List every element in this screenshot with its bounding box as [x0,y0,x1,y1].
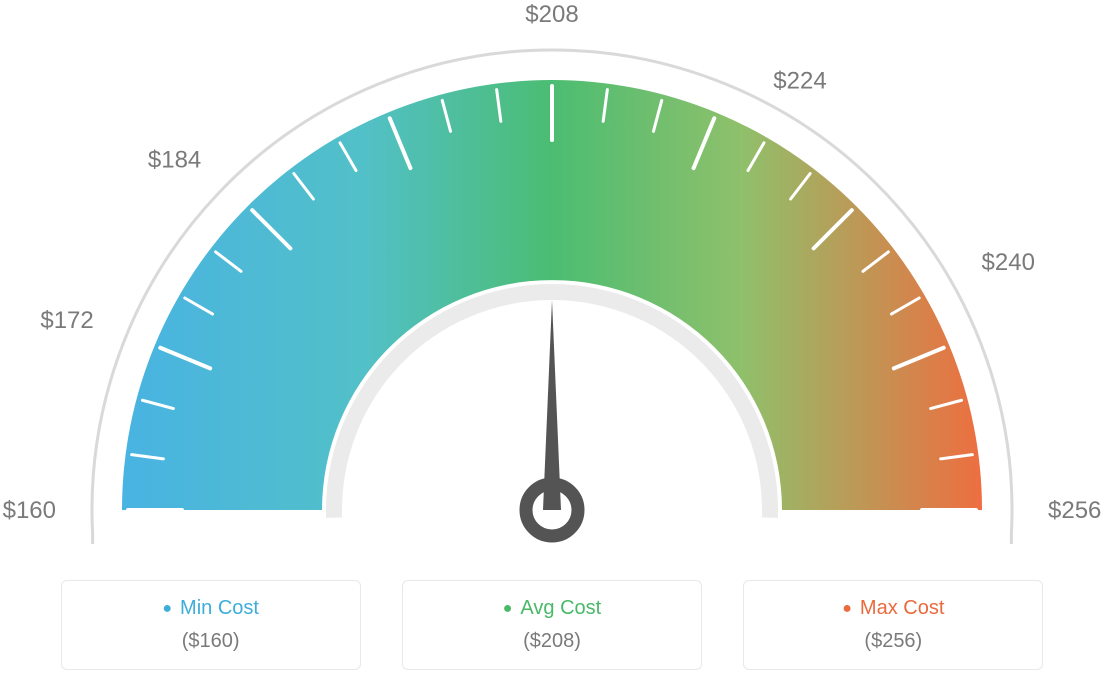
tick-label: $208 [525,1,578,28]
legend-box-avg: Avg Cost ($208) [402,580,702,670]
tick-label: $240 [982,249,1035,276]
legend-avg-value: ($208) [427,630,677,653]
legend-min-value: ($160) [86,630,336,653]
gauge-svg: $160 $172 $184 $208 $224 $240 $256 [0,0,1104,560]
tick-label: $172 [40,307,93,334]
tick-label: $224 [773,67,826,94]
gauge-area: $160 $172 $184 $208 $224 $240 $256 [0,0,1104,560]
tick-label: $160 [3,497,56,524]
legend-box-min: Min Cost ($160) [61,580,361,670]
legend-row: Min Cost ($160) Avg Cost ($208) Max Cost… [0,580,1104,670]
tick-label: $256 [1048,497,1101,524]
legend-max-value: ($256) [768,630,1018,653]
legend-min-label: Min Cost [86,597,336,620]
gauge-chart-container: $160 $172 $184 $208 $224 $240 $256 Min Cost ($… [0,0,1104,690]
legend-max-label: Max Cost [768,597,1018,620]
tick-label: $184 [148,146,201,173]
legend-avg-label: Avg Cost [427,597,677,620]
legend-box-max: Max Cost ($256) [743,580,1043,670]
